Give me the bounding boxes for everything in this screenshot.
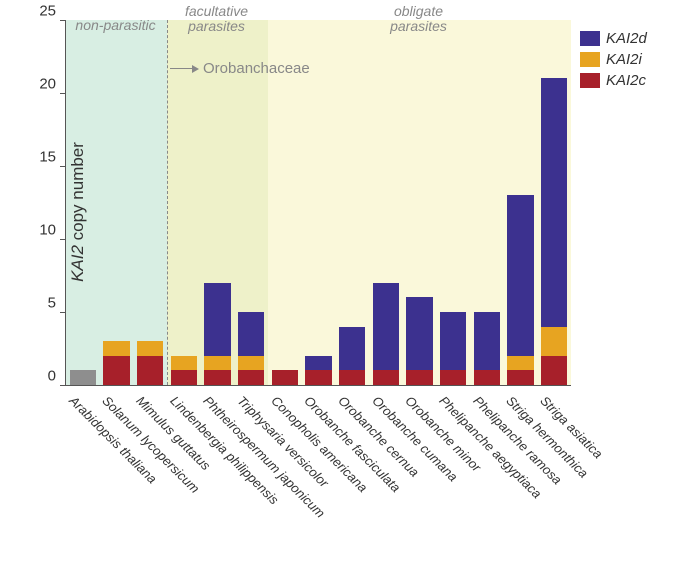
bar-seg-KAI2d <box>406 297 432 370</box>
bar-seg-KAI2c <box>440 370 466 385</box>
bar-seg-KAI2c <box>474 370 500 385</box>
legend-item-KAI2c: KAI2c <box>580 72 647 89</box>
bar-seg-KAI2c <box>373 370 399 385</box>
y-tick-label: 5 <box>48 295 56 312</box>
legend-swatch <box>580 52 600 67</box>
bar-seg-KAI2i <box>507 356 533 371</box>
zone-label: obligateparasites <box>267 4 570 35</box>
orobanchaceae-divider <box>167 20 168 385</box>
legend-swatch <box>580 31 600 46</box>
bar-seg-KAI2c <box>305 370 331 385</box>
legend-item-KAI2d: KAI2d <box>580 30 647 47</box>
bar-seg-KAI2c <box>541 356 567 385</box>
bar-seg-KAI2c <box>339 370 365 385</box>
y-tick-label: 15 <box>39 149 56 166</box>
legend-label: KAI2d <box>606 30 647 47</box>
bar-seg-KAI2c <box>507 370 533 385</box>
zone-label: non-parasitic <box>65 18 166 33</box>
bar-seg-KAI2c <box>204 370 230 385</box>
bar-seg-KAI2d <box>440 312 466 370</box>
bar-seg-KAI2c <box>272 370 298 385</box>
y-axis-label: KAI2 copy number <box>68 142 88 282</box>
legend: KAI2d KAI2i KAI2c <box>580 30 647 93</box>
bar-seg-KAI2i <box>238 356 264 371</box>
bar-seg-KAI2d <box>373 283 399 371</box>
bar-seg-KAI2i <box>103 341 129 356</box>
bar-seg-gray <box>70 370 96 385</box>
y-tick <box>60 93 66 94</box>
bar-seg-KAI2d <box>204 283 230 356</box>
y-tick <box>60 385 66 386</box>
bar-seg-KAI2d <box>305 356 331 371</box>
y-tick-label: 10 <box>39 222 56 239</box>
y-tick-label: 0 <box>48 368 56 385</box>
bar-seg-KAI2c <box>406 370 432 385</box>
bar-seg-KAI2d <box>339 327 365 371</box>
y-tick <box>60 166 66 167</box>
legend-swatch <box>580 73 600 88</box>
chart-container: 0510152025 KAI2 copy number KAI2dKAI2iKA… <box>0 0 693 580</box>
y-tick-label: 25 <box>39 3 56 20</box>
bar-seg-KAI2i <box>541 327 567 356</box>
legend-label: KAI2c <box>606 72 646 89</box>
orobanchaceae-text: Orobanchaceae <box>203 60 310 77</box>
y-tick <box>60 239 66 240</box>
bar-seg-KAI2d <box>238 312 264 356</box>
plot-area: 0510152025 <box>65 20 571 386</box>
y-tick-label: 20 <box>39 76 56 93</box>
bar-seg-KAI2d <box>474 312 500 370</box>
bar-seg-KAI2c <box>171 370 197 385</box>
zone-label: facultativeparasites <box>166 4 267 35</box>
bar-seg-KAI2c <box>137 356 163 385</box>
bar-seg-KAI2i <box>171 356 197 371</box>
bar-seg-KAI2i <box>204 356 230 371</box>
y-tick <box>60 312 66 313</box>
bar-seg-KAI2c <box>103 356 129 385</box>
bar-seg-KAI2i <box>137 341 163 356</box>
bar-seg-KAI2d <box>541 78 567 326</box>
legend-item-KAI2i: KAI2i <box>580 51 647 68</box>
legend-label: KAI2i <box>606 51 642 68</box>
orobanchaceae-label: Orobanchaceae <box>170 60 310 77</box>
bar-seg-KAI2d <box>507 195 533 356</box>
bar-seg-KAI2c <box>238 370 264 385</box>
